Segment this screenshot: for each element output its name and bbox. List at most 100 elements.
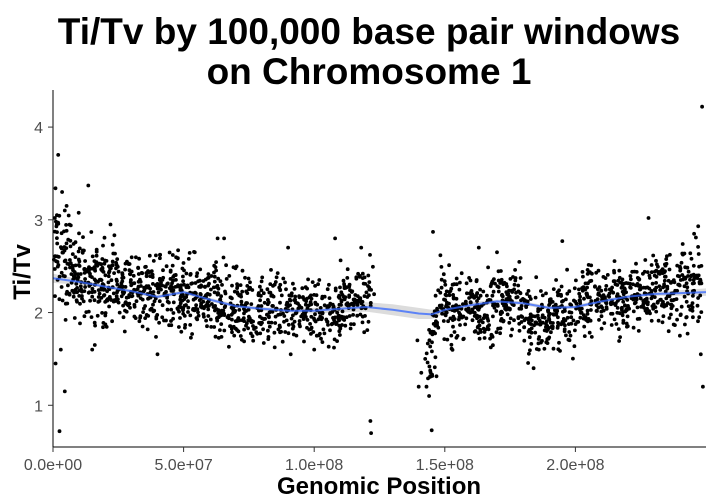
- data-point: [121, 303, 125, 308]
- data-point: [522, 338, 527, 343]
- data-point: [439, 277, 444, 282]
- data-point: [96, 300, 101, 304]
- data-point: [473, 305, 477, 310]
- data-point: [470, 318, 475, 323]
- data-point: [480, 320, 485, 325]
- data-point: [616, 278, 621, 283]
- data-point: [266, 314, 271, 319]
- data-point: [604, 284, 609, 288]
- data-point: [360, 299, 365, 304]
- data-point: [524, 304, 528, 308]
- data-point: [519, 320, 524, 324]
- data-point: [230, 330, 234, 335]
- data-point: [486, 318, 491, 323]
- data-point: [531, 366, 536, 371]
- data-point: [53, 186, 58, 191]
- data-point: [571, 356, 575, 361]
- data-point: [441, 272, 446, 277]
- data-point: [288, 298, 293, 303]
- data-point: [243, 303, 248, 307]
- data-point: [319, 317, 324, 322]
- data-point: [550, 325, 555, 330]
- data-point: [354, 301, 359, 305]
- data-point: [143, 286, 148, 290]
- data-point: [305, 318, 310, 322]
- data-point: [263, 316, 267, 321]
- data-point: [454, 296, 459, 301]
- data-point: [505, 292, 510, 297]
- data-point: [665, 294, 670, 298]
- data-point: [266, 335, 271, 339]
- data-point: [121, 315, 126, 320]
- data-point: [675, 288, 679, 293]
- data-point: [332, 337, 337, 342]
- data-point: [143, 316, 148, 320]
- data-point: [224, 263, 229, 268]
- data-point: [235, 290, 240, 294]
- data-point: [528, 330, 533, 334]
- data-point: [529, 322, 534, 326]
- data-point: [547, 317, 552, 322]
- data-point: [270, 293, 275, 298]
- data-point: [267, 324, 272, 329]
- data-point: [428, 330, 433, 335]
- data-point: [186, 299, 190, 303]
- data-point: [633, 300, 638, 305]
- data-point: [654, 281, 658, 285]
- data-point: [140, 324, 145, 329]
- data-point: [63, 258, 68, 263]
- data-point: [569, 303, 574, 307]
- data-point: [416, 384, 421, 389]
- data-point: [454, 276, 459, 281]
- data-point: [292, 319, 297, 324]
- data-point: [507, 298, 511, 302]
- data-point: [214, 268, 219, 273]
- data-point: [313, 302, 318, 306]
- data-point: [116, 269, 121, 274]
- data-point: [277, 323, 282, 328]
- data-point: [238, 334, 243, 338]
- data-point: [607, 291, 612, 296]
- data-point: [516, 316, 521, 321]
- data-point: [129, 269, 134, 274]
- data-point: [581, 285, 586, 289]
- data-point: [201, 279, 206, 283]
- data-point: [464, 281, 469, 286]
- data-point: [259, 279, 264, 284]
- data-point: [449, 346, 454, 351]
- data-point: [489, 334, 494, 338]
- data-point: [137, 256, 142, 261]
- data-point: [533, 330, 538, 335]
- data-point: [167, 250, 172, 255]
- data-point: [487, 323, 491, 327]
- data-point: [506, 306, 511, 311]
- data-point: [569, 310, 574, 315]
- data-point: [307, 303, 311, 308]
- data-point: [54, 222, 59, 227]
- data-point: [190, 332, 195, 336]
- data-point: [237, 308, 242, 312]
- data-point: [52, 216, 57, 220]
- data-point: [222, 311, 227, 316]
- data-point: [182, 282, 186, 287]
- data-point: [435, 323, 439, 328]
- data-point: [319, 336, 323, 341]
- data-point: [218, 328, 222, 332]
- data-point: [114, 266, 118, 271]
- data-point: [302, 339, 306, 344]
- data-point: [246, 318, 251, 323]
- data-point: [508, 277, 513, 281]
- data-point: [168, 277, 173, 281]
- data-point: [669, 298, 674, 303]
- data-point: [215, 316, 219, 321]
- data-point: [118, 285, 122, 289]
- data-point: [623, 309, 628, 314]
- data-point: [351, 313, 355, 317]
- data-point: [367, 293, 371, 298]
- data-point: [165, 282, 170, 286]
- data-point: [62, 389, 67, 394]
- data-point: [72, 316, 77, 320]
- data-point: [151, 302, 155, 307]
- data-point: [167, 323, 172, 328]
- data-point: [131, 273, 136, 278]
